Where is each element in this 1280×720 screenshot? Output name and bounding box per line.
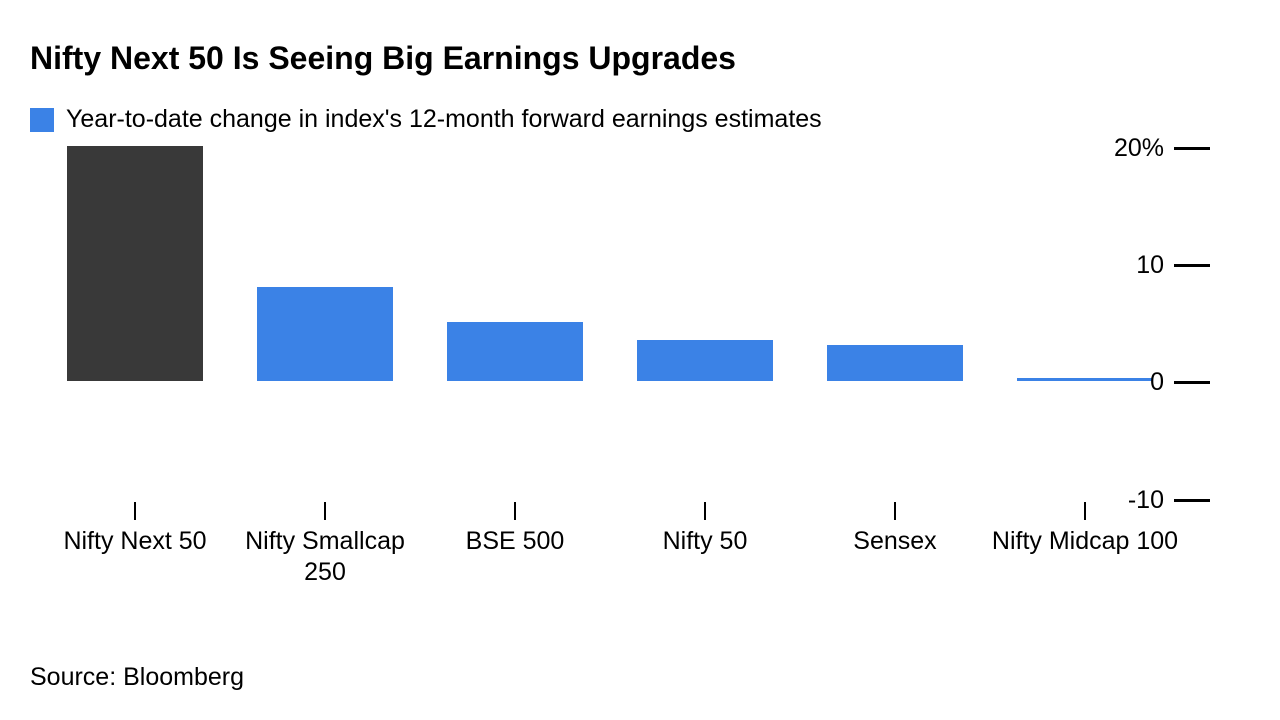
y-tick-line [1174,264,1210,267]
x-tick-mark [1084,502,1086,520]
y-tick-label: -10 [1104,486,1164,515]
source-text: Source: Bloomberg [30,663,244,692]
x-label: Nifty 50 [610,526,800,557]
y-tick: -10 [1104,486,1210,515]
x-label: Nifty Midcap 100 [990,526,1180,557]
bar [827,345,964,380]
y-tick-label: 20% [1104,134,1164,163]
x-label: Nifty Smallcap 250 [230,526,420,589]
x-label: Sensex [800,526,990,557]
legend: Year-to-date change in index's 12-month … [30,105,1240,134]
y-tick: 0 [1104,368,1210,397]
x-tick-mark [324,502,326,520]
x-tick-mark [514,502,516,520]
y-tick-line [1174,381,1210,384]
y-tick-label: 0 [1104,368,1164,397]
bar [67,146,204,381]
y-tick-label: 10 [1104,251,1164,280]
y-tick-line [1174,499,1210,502]
x-tick-mark [894,502,896,520]
x-label: Nifty Next 50 [40,526,230,557]
legend-label: Year-to-date change in index's 12-month … [66,105,822,134]
chart-title: Nifty Next 50 Is Seeing Big Earnings Upg… [30,40,1240,77]
legend-swatch [30,108,54,132]
bar [447,322,584,381]
x-tick-mark [134,502,136,520]
plot-area: 20%100-10 Nifty Next 50Nifty Smallcap 25… [40,146,1210,498]
bars-layer [40,146,1210,498]
y-tick-line [1174,147,1210,150]
y-tick: 10 [1104,251,1210,280]
x-tick-mark [704,502,706,520]
y-tick: 20% [1104,134,1210,163]
chart-container: Nifty Next 50 Is Seeing Big Earnings Upg… [0,0,1280,720]
bar [637,340,774,381]
bar [257,287,394,381]
x-label: BSE 500 [420,526,610,557]
